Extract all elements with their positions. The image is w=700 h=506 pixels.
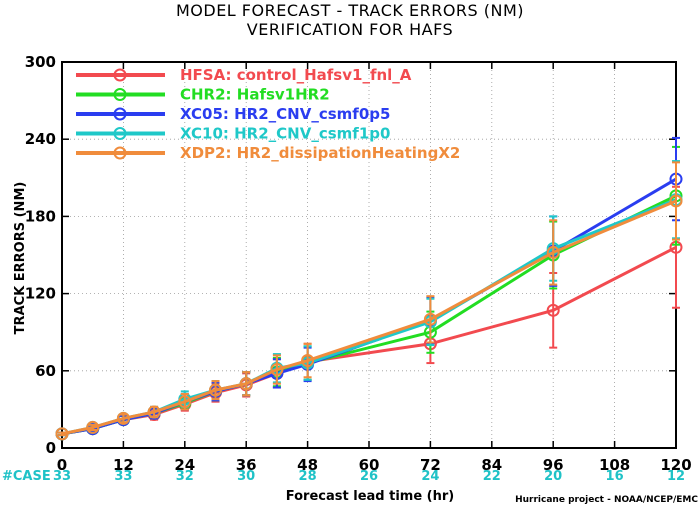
case-label: #CASE	[2, 469, 51, 484]
legend-label: HFSA: control_Hafsv1_fnl_A	[180, 66, 412, 84]
x-tick-label: 48	[297, 456, 318, 474]
data-point	[423, 312, 437, 326]
legend-label: XC05: HR2_CNV_csmf0p5	[180, 105, 390, 123]
legend-item: XC05: HR2_CNV_csmf0p5	[76, 105, 390, 123]
y-tick-label: 240	[25, 130, 56, 148]
case-count: 30	[237, 469, 255, 484]
legend-item: HFSA: control_Hafsv1_fnl_A	[76, 66, 412, 84]
case-count: 28	[299, 469, 317, 484]
legend-marker	[113, 146, 127, 160]
data-point	[270, 363, 284, 377]
x-tick-label: 24	[174, 456, 195, 474]
x-tick-label: 0	[57, 456, 67, 474]
data-point	[546, 245, 560, 259]
y-tick-labels: 0 60 120 180 240 300	[25, 53, 56, 457]
legend-item: XC10: HR2_CNV_csmf1p0	[76, 125, 390, 143]
x-tick-labels: 0 12 24 36 48 60 72 84 96 108 120	[57, 456, 692, 474]
data-point	[669, 194, 683, 208]
series-0	[55, 185, 683, 441]
x-tick-label: 12	[113, 456, 134, 474]
legend-label: XC10: HR2_CNV_csmf1p0	[180, 125, 390, 143]
chart-title-line2: VERIFICATION FOR HAFS	[247, 20, 453, 39]
data-point	[116, 411, 130, 425]
data-point	[55, 427, 69, 441]
x-tick-label: 36	[236, 456, 257, 474]
case-count: 32	[176, 469, 194, 484]
legend-marker	[113, 88, 127, 101]
case-count: 12	[667, 469, 685, 484]
case-count: 20	[544, 469, 562, 484]
x-axis-title: Forecast lead time (hr)	[286, 489, 454, 504]
credit-text: Hurricane project - NOAA/NCEP/EMC	[515, 495, 698, 505]
case-count-labels: #CASE 33 33 32 30 28 26 24 22 20 16 12	[2, 469, 685, 484]
legend-label: CHR2: Hafsv1HR2	[180, 86, 330, 104]
data-point	[546, 303, 560, 317]
legend: HFSA: control_Hafsv1_fnl_A CHR2: Hafsv1HR…	[76, 66, 460, 162]
x-tick-label: 96	[543, 456, 564, 474]
data-point	[239, 377, 253, 391]
case-count: 22	[483, 469, 501, 484]
y-tick-label: 180	[25, 207, 56, 225]
y-tick-label: 300	[25, 53, 56, 71]
x-tick-label: 84	[481, 456, 502, 474]
data-point	[301, 354, 315, 368]
data-point	[178, 395, 192, 409]
y-tick-label: 60	[35, 362, 56, 380]
y-tick-label: 0	[46, 439, 56, 457]
case-count: 16	[606, 469, 624, 484]
legend-label: XDP2: HR2_dissipationHeatingX2	[180, 144, 460, 162]
data-point	[209, 383, 222, 397]
y-axis-title: TRACK ERRORS (NM)	[13, 182, 28, 335]
series-group	[55, 136, 683, 441]
case-count: 24	[421, 469, 439, 484]
x-tick-label: 108	[599, 456, 630, 474]
legend-marker	[113, 107, 127, 121]
y-tick-label: 120	[25, 285, 56, 303]
case-count: 26	[360, 469, 378, 484]
case-count: 33	[114, 469, 132, 484]
case-count: 33	[53, 469, 71, 484]
legend-item: XDP2: HR2_dissipationHeatingX2	[76, 144, 460, 162]
x-tick-label: 72	[420, 456, 441, 474]
legend-item: CHR2: Hafsv1HR2	[76, 86, 330, 104]
x-tick-label: 120	[660, 456, 691, 474]
legend-marker	[113, 127, 127, 140]
data-point	[147, 405, 161, 419]
series-4	[55, 161, 683, 441]
x-tick-label: 60	[359, 456, 380, 474]
chart-title-line1: MODEL FORECAST - TRACK ERRORS (NM)	[176, 1, 524, 20]
legend-marker	[113, 68, 127, 82]
data-point	[86, 420, 100, 434]
